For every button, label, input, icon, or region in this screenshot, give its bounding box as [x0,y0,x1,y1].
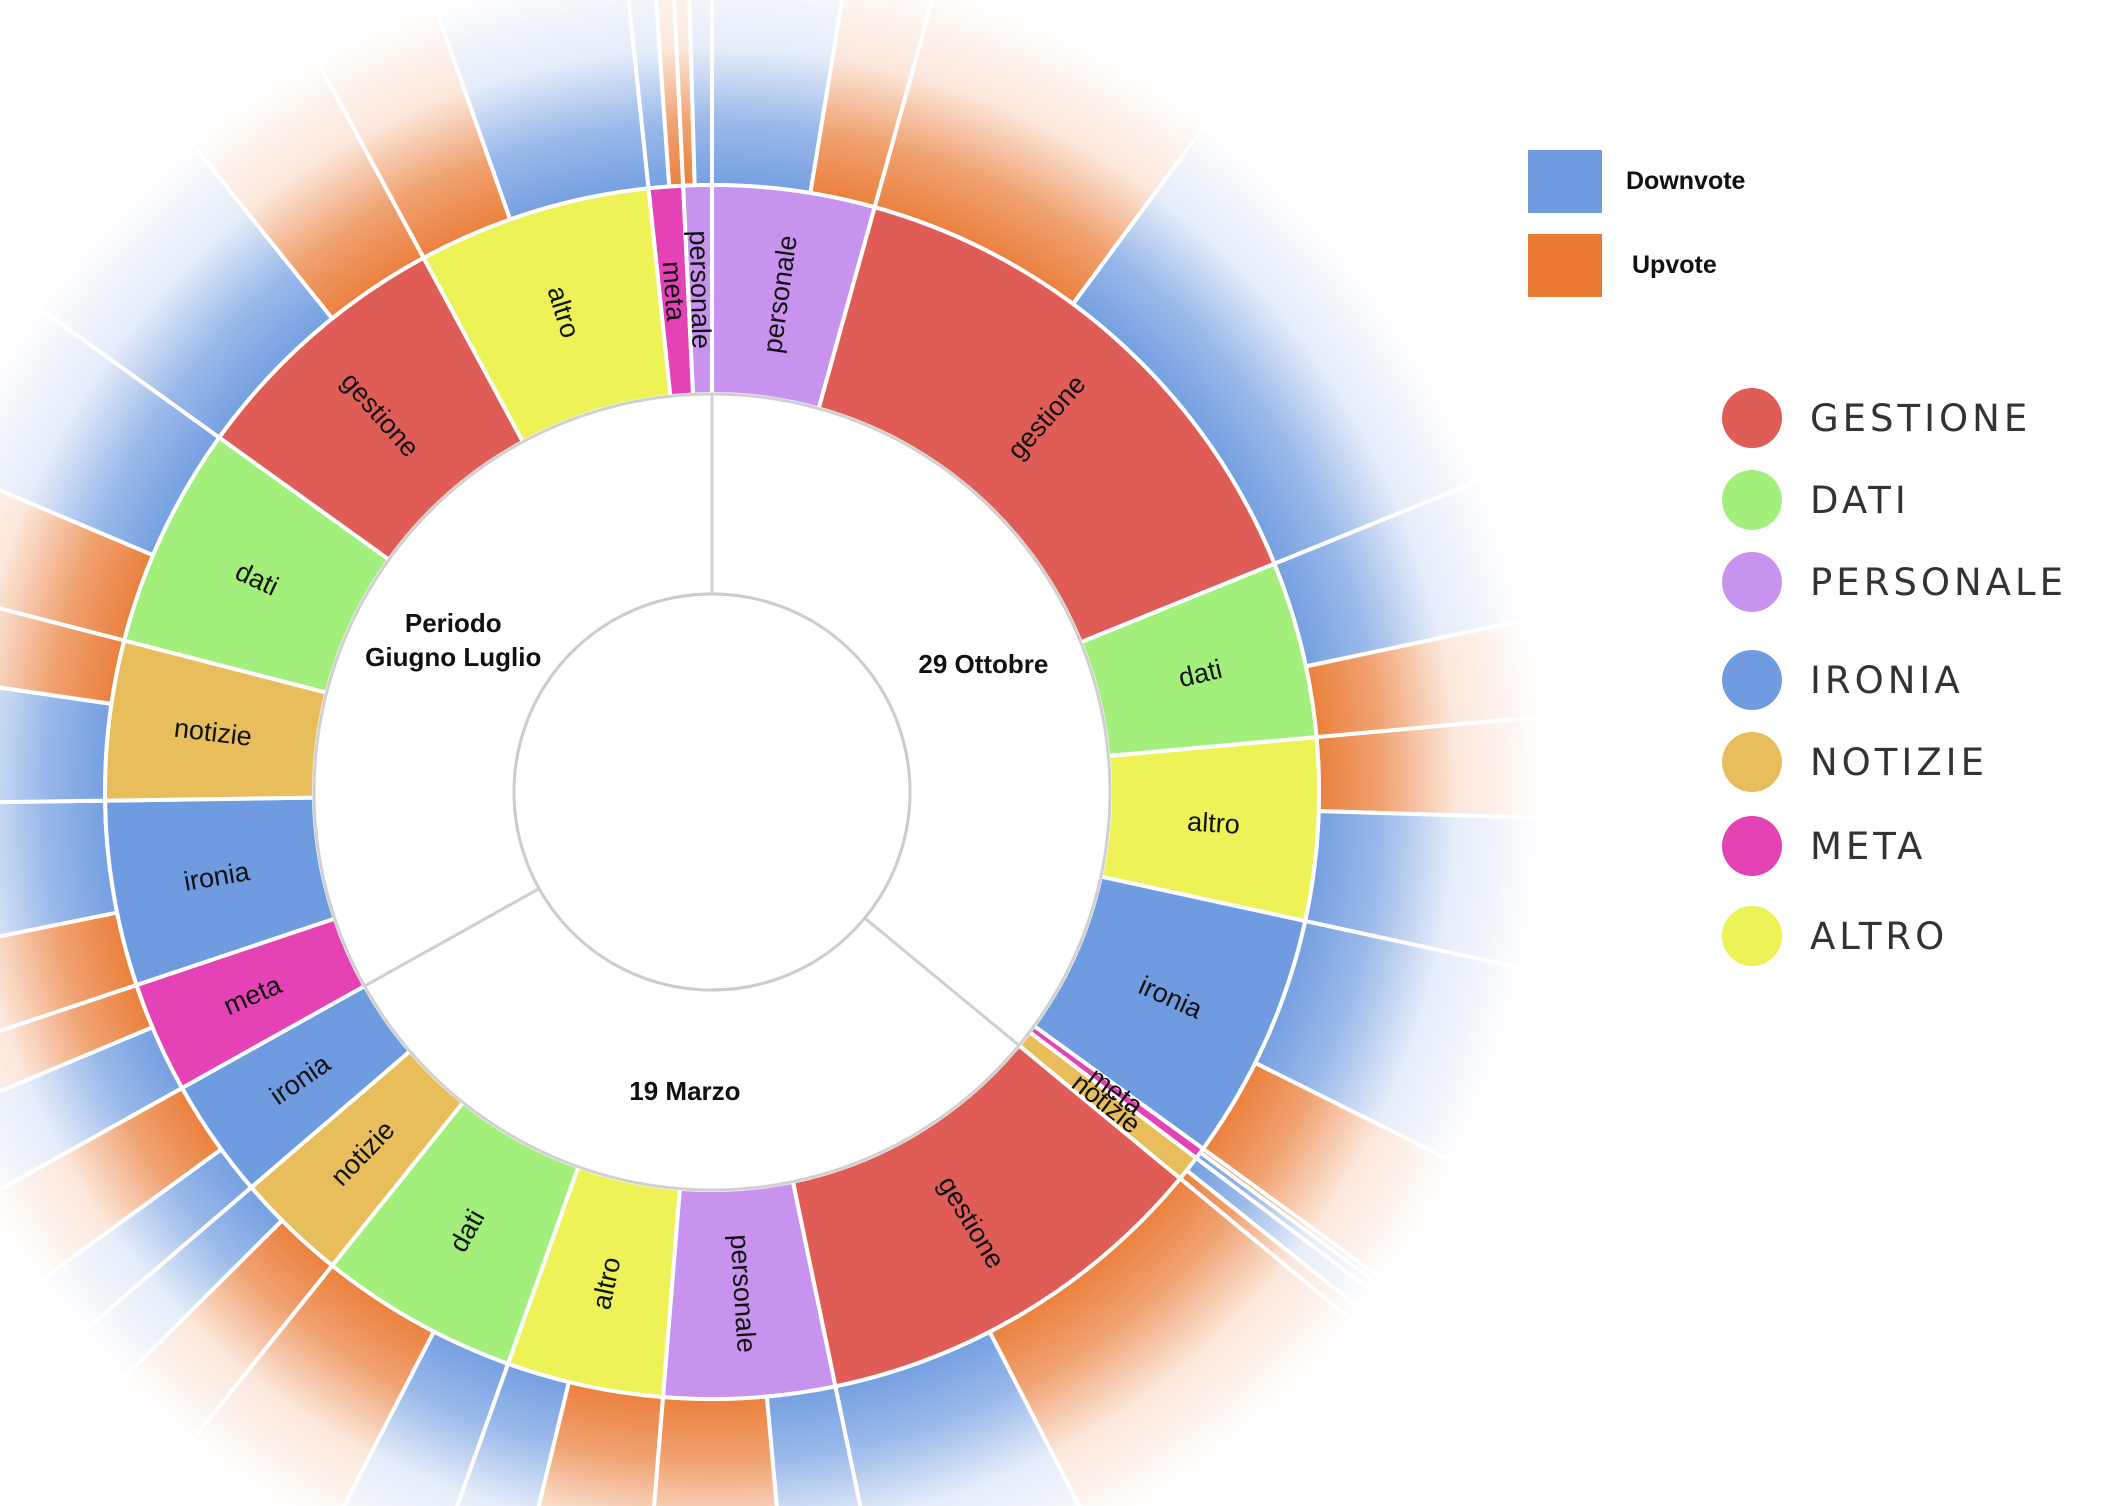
gestione-dot [1722,388,1782,448]
meta-dot [1722,816,1782,876]
legend-label: PERSONALE [1810,560,2067,604]
legend-item-gestione: GESTIONE [1722,388,2031,448]
segment-label: personale [684,230,717,349]
vote-ring [0,0,1644,1506]
legend-item-altro: ALTRO [1722,906,1948,966]
center-circle [512,592,912,992]
segment-label: meta [657,260,692,323]
legend-label: GESTIONE [1810,396,2032,440]
legend-item-downvote: Downvote [1528,150,1745,213]
legend-label: Upvote [1632,251,1717,279]
legend-label: DATI [1810,478,1910,522]
segment-label: altro [1186,806,1240,839]
legend-item-personale: PERSONALE [1722,552,2067,612]
legend-label: IRONIA [1810,658,1964,702]
legend-item-meta: META [1722,816,1926,876]
notizie-dot [1722,732,1782,792]
legend-item-upvote: Upvote [1528,234,1717,297]
category-ring [103,182,1322,1401]
dati-dot [1722,470,1782,530]
altro-dot [1722,906,1782,966]
legend-item-dati: DATI [1722,470,1910,530]
downvote-swatch [1528,150,1602,213]
period-ring [312,392,1112,1192]
period-label: 19 Marzo [629,1076,740,1106]
period-label: 29 Ottobre [918,649,1048,679]
period-label: Periodo Giugno Luglio [365,608,541,672]
legend-label: META [1810,824,1927,868]
legend-item-ironia: IRONIA [1722,650,1964,710]
legend-label: ALTRO [1810,914,1949,958]
legend-item-notizie: NOTIZIE [1722,732,1988,792]
personale-dot [1722,552,1782,612]
legend-label: Downvote [1626,167,1746,195]
upvote-swatch [1528,234,1602,297]
legend-label: NOTIZIE [1810,740,1988,784]
segment-label: personale [724,1233,761,1353]
ironia-dot [1722,650,1782,710]
